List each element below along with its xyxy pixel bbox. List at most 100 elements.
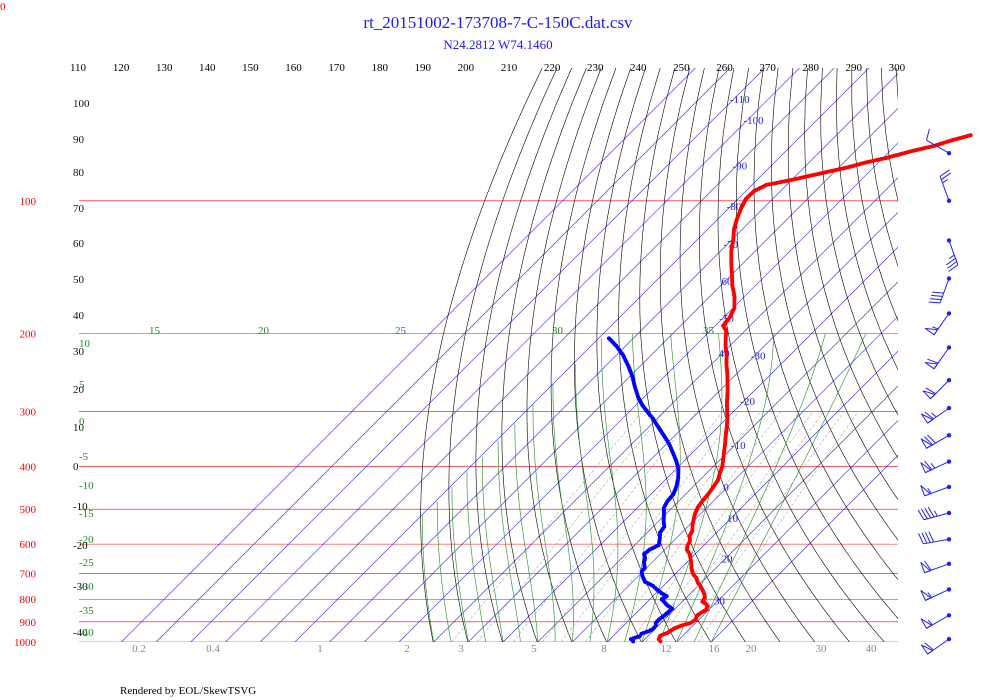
isotherm-label: 0 — [723, 482, 729, 494]
dry-adiabat-line — [787, 68, 898, 501]
wind-barb-flag — [920, 438, 933, 449]
isotherm-label: -80 — [727, 201, 742, 213]
wind-barb-staff — [939, 278, 950, 304]
moist-adiabat-line — [532, 404, 556, 642]
isotherm-label: 10 — [727, 513, 739, 525]
moist-adiabat-line — [659, 333, 723, 642]
moist-adiabat-line — [711, 333, 867, 642]
mixing-ratio-label: 16 — [709, 643, 721, 655]
mixing-ratio-line — [451, 411, 643, 642]
moist-adiabat-label: 20 — [258, 325, 270, 337]
isotherm-line — [676, 420, 898, 642]
wind-barb-flag — [922, 390, 936, 400]
wind-barb-flag — [920, 485, 932, 497]
mixing-ratio-label: 30 — [816, 643, 828, 655]
top-temperature-label: 300 — [889, 62, 906, 74]
isotherm-line — [711, 454, 898, 642]
top-temperature-label: 270 — [759, 62, 776, 74]
dry-adiabat-line — [501, 68, 587, 642]
moist-adiabat-line — [676, 333, 775, 642]
wind-barb-feather — [928, 531, 935, 543]
temperature-profile-point — [968, 133, 973, 138]
moist-adiabat-label: 25 — [395, 325, 407, 337]
mixing-ratio-label: 2 — [404, 643, 410, 655]
wind-barb-flag — [920, 590, 932, 602]
mixing-ratio-line — [512, 411, 698, 642]
wind-barb-staff — [923, 538, 950, 545]
temperature-profile — [656, 133, 973, 644]
wind-barb — [920, 560, 952, 574]
mixing-ratio-label: 1 — [317, 643, 323, 655]
wind-barb-feather — [924, 507, 932, 519]
wind-barb — [925, 129, 952, 156]
moist-adiabat-line — [641, 333, 681, 642]
dry-adiabat-label: -40 — [73, 627, 88, 639]
isotherm-line — [537, 281, 898, 642]
isotherm-line — [572, 316, 898, 642]
dry-adiabat-line — [926, 68, 1000, 642]
isotherm-line — [259, 68, 835, 642]
mixing-ratio-line — [560, 411, 740, 642]
background-lines — [79, 68, 1000, 642]
wind-barb-feather — [924, 532, 931, 543]
wind-barb-flag — [924, 327, 939, 336]
wind-barb-flag — [920, 561, 932, 574]
moist-adiabat-label: 35 — [703, 325, 715, 337]
top-temperature-label: 170 — [328, 62, 345, 74]
dry-adiabat-line — [717, 68, 885, 642]
dry-adiabat-label: 20 — [73, 384, 85, 396]
moist-adiabat-line — [451, 486, 469, 642]
mixing-ratio-line — [681, 411, 845, 642]
pressure-tick-label: 1000 — [14, 637, 37, 649]
moist-adiabat-line — [575, 364, 595, 642]
wind-barb-half-feather — [930, 463, 936, 469]
dry-adiabat-label: -20 — [73, 540, 88, 552]
top-temperature-label: 240 — [630, 62, 647, 74]
moist-adiabat-label: 0 — [79, 416, 85, 428]
top-temperature-label: 160 — [285, 62, 302, 74]
wind-barb-feather — [921, 508, 928, 520]
mixing-ratio-line — [608, 411, 782, 642]
mixing-ratio-line — [658, 411, 825, 642]
dry-adiabat-label: 80 — [73, 167, 85, 179]
wind-barb-staff — [926, 139, 950, 154]
dry-adiabat-label: -10 — [73, 501, 88, 513]
moist-adiabat-line — [482, 456, 504, 642]
mixing-ratio-line — [585, 411, 761, 642]
dry-adiabat-line — [639, 68, 746, 642]
dry-adiabat-line — [448, 68, 558, 642]
top-temperature-label: 180 — [371, 62, 388, 74]
dry-adiabat-line — [820, 68, 898, 416]
wind-barb-feather — [928, 301, 941, 304]
dry-adiabat-line — [659, 68, 781, 642]
top-temperature-label: 250 — [673, 62, 690, 74]
pressure-tick-label: 800 — [20, 594, 37, 606]
isotherm-line — [641, 385, 898, 642]
dry-adiabat-line — [835, 68, 898, 371]
dry-adiabat-line — [596, 68, 677, 642]
dewpoint-profile — [606, 336, 681, 644]
isotherm-line — [155, 68, 731, 642]
pressure-tick-label: 600 — [20, 539, 37, 551]
isotherm-label: -10 — [731, 440, 746, 452]
dry-adiabat-line — [618, 68, 712, 642]
top-temperature-label: 150 — [242, 62, 259, 74]
wind-barb-half-feather — [942, 179, 948, 184]
dry-adiabat-line — [955, 68, 1000, 642]
dry-adiabat-label: 40 — [73, 310, 85, 322]
dry-adiabat-line — [475, 68, 572, 642]
mixing-ratio-label: 20 — [746, 643, 758, 655]
dry-adiabat-line — [851, 68, 898, 322]
wind-barb-feather — [941, 172, 951, 181]
wind-barb — [920, 613, 952, 629]
render-credit: Rendered by EOL/SkewTSVG — [120, 685, 256, 697]
dry-adiabat-label: 0 — [73, 461, 79, 473]
isotherm-line — [468, 211, 898, 642]
dry-adiabat-label: -30 — [73, 581, 88, 593]
chart-title: rt_20151002-173708-7-C-150C.dat.csv — [363, 13, 633, 32]
wind-barb-staff — [923, 512, 950, 521]
moist-adiabat-label: -15 — [79, 508, 94, 520]
dry-adiabat-line — [735, 68, 898, 620]
isotherm-label: -90 — [733, 161, 748, 173]
wind-barb — [918, 531, 952, 545]
